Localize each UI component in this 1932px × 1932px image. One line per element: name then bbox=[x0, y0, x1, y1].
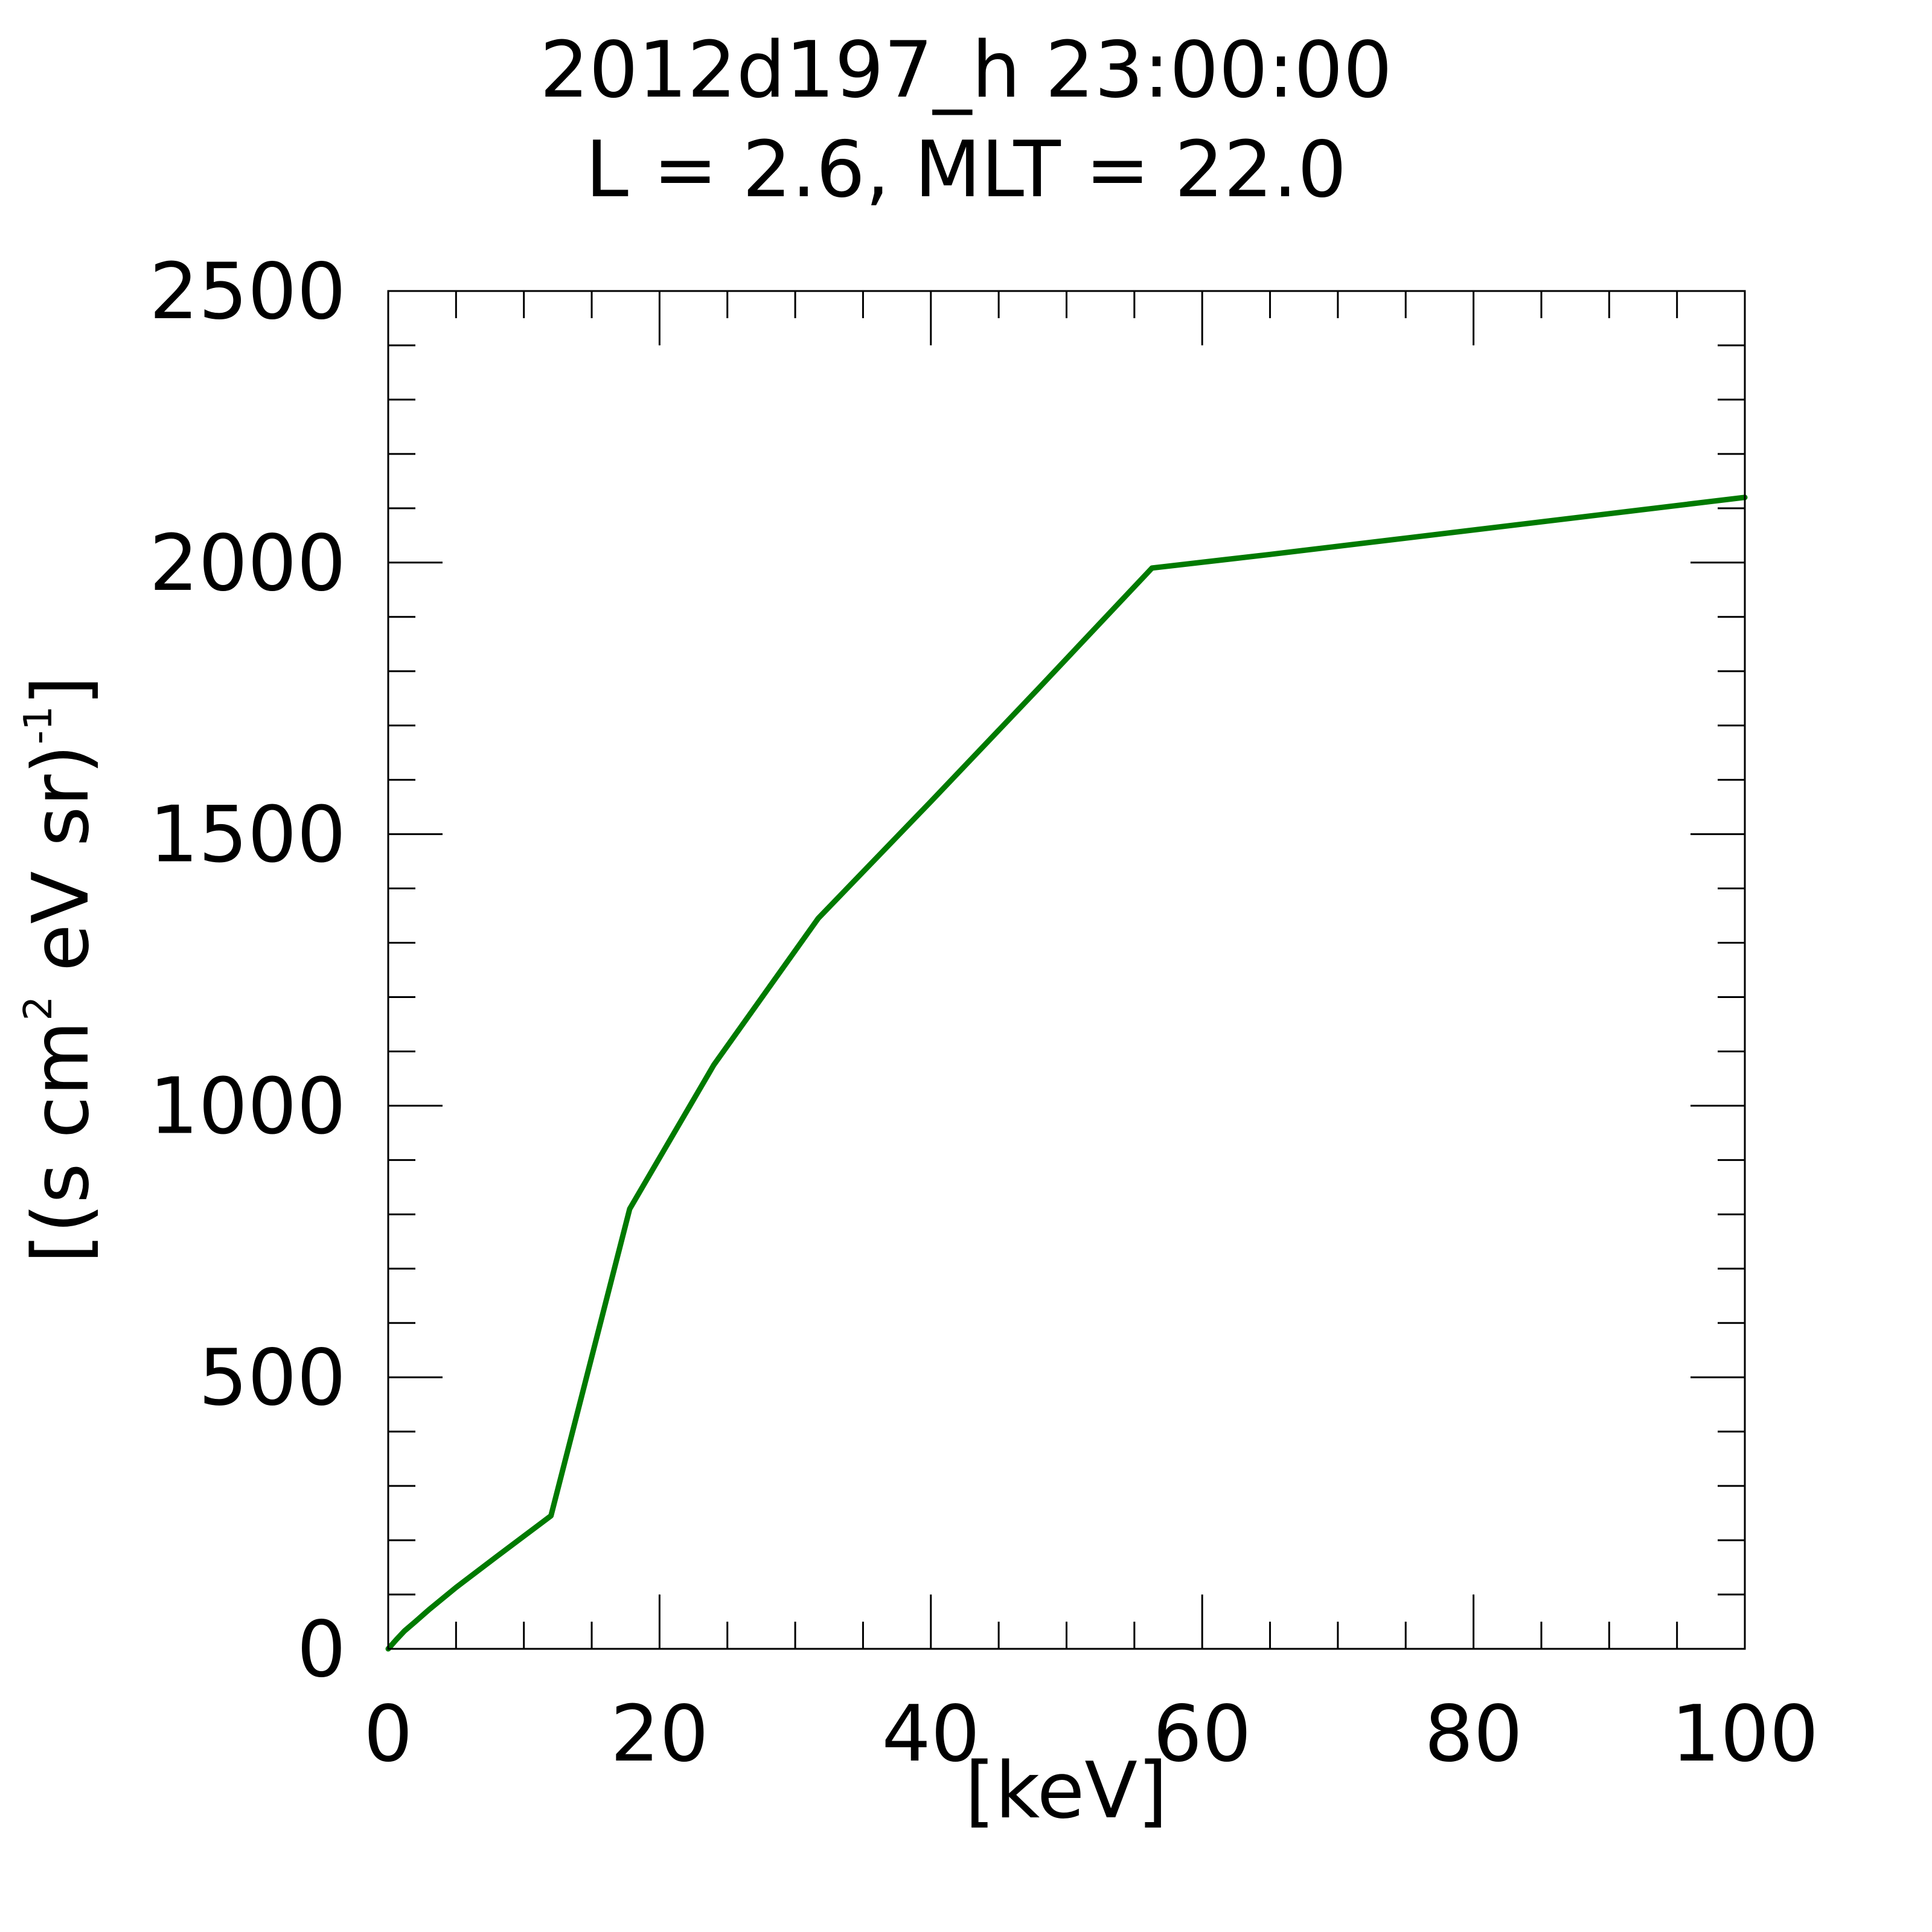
x-axis-label: [keV] bbox=[965, 1746, 1168, 1836]
axis-ticks bbox=[387, 290, 1746, 1650]
x-tick-label: 20 bbox=[610, 1689, 709, 1779]
x-tick-label: 0 bbox=[363, 1689, 412, 1779]
y-axis-label: [(s cm2 eV sr)-1] bbox=[16, 676, 106, 1264]
y-tick-label: 1500 bbox=[149, 790, 346, 880]
y-axis-label-exponent-minus-1: -1 bbox=[16, 706, 61, 744]
series-line-0 bbox=[385, 494, 1748, 1652]
y-tick-label: 2500 bbox=[149, 247, 346, 337]
y-tick-label: 1000 bbox=[149, 1061, 346, 1151]
y-axis-label-part3: ] bbox=[16, 676, 106, 706]
plot-frame bbox=[387, 290, 1746, 1650]
y-tick-label: 2000 bbox=[149, 519, 346, 609]
y-axis-label-part1: [(s cm bbox=[16, 1021, 106, 1264]
chart-title: 2012d197_h 23:00:00 bbox=[540, 25, 1392, 115]
y-axis-label-exponent-2: 2 bbox=[16, 996, 61, 1021]
x-tick-label: 100 bbox=[1671, 1689, 1818, 1779]
y-tick-label: 0 bbox=[297, 1605, 346, 1695]
x-tick-label: 80 bbox=[1424, 1689, 1523, 1779]
x-tick-label: 60 bbox=[1153, 1689, 1252, 1779]
y-tick-label: 500 bbox=[199, 1333, 346, 1423]
x-tick-label: 40 bbox=[881, 1689, 980, 1779]
series-layer bbox=[385, 494, 1748, 1652]
y-axis-label-part2: eV sr) bbox=[16, 744, 106, 996]
chart-subtitle: L = 2.6, MLT = 22.0 bbox=[586, 125, 1347, 215]
